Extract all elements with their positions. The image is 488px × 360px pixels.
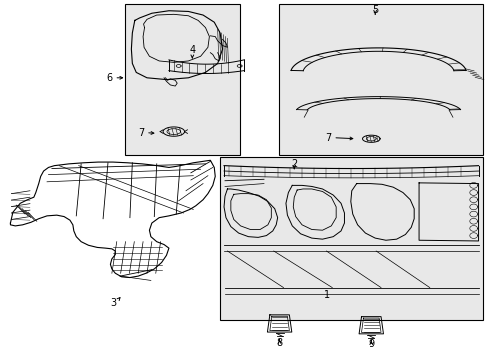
Text: 5: 5 [371,5,378,15]
Text: 6: 6 [106,73,112,83]
Text: 1: 1 [324,291,330,301]
Text: 8: 8 [276,338,282,348]
Text: 7: 7 [138,128,144,138]
Text: 9: 9 [367,339,374,349]
Text: 2: 2 [290,159,297,169]
Text: 7: 7 [325,133,331,143]
Bar [220,157,483,320]
Bar [125,4,239,155]
Text: 4: 4 [189,45,195,55]
Bar [278,4,483,155]
Text: 3: 3 [110,298,117,308]
